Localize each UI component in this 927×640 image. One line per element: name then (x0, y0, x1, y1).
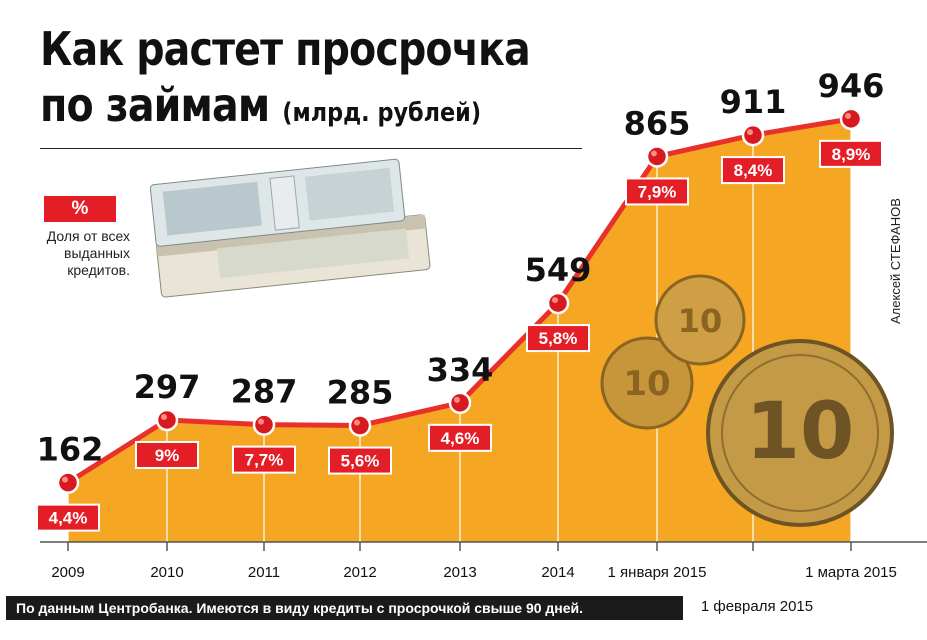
data-point (741, 123, 765, 147)
value-label: 285 (327, 374, 394, 412)
svg-text:10: 10 (746, 387, 855, 477)
chart-title-line2-text: по займам (40, 78, 270, 132)
x-tick-label: 2014 (541, 564, 574, 581)
data-point (448, 391, 472, 415)
x-tick-label: 2013 (443, 564, 476, 581)
coins-icon: 10 10 10 (600, 274, 894, 527)
data-point (645, 145, 669, 168)
x-tick-label: 2012 (343, 564, 376, 581)
x-tick-label: 1 марта 2015 (805, 564, 897, 581)
data-point (839, 107, 863, 131)
data-point (546, 291, 570, 315)
percent-badge (36, 503, 100, 532)
value-label: 334 (427, 351, 494, 389)
data-point-highlight (354, 419, 360, 426)
svg-text:10: 10 (678, 302, 723, 340)
value-label: 297 (134, 368, 201, 406)
data-point-highlight (62, 476, 68, 483)
author-credit: Алексей СТЕФАНОВ (888, 198, 903, 324)
svg-text:10: 10 (623, 364, 670, 404)
x-tick-label: 1 февраля 2015 (701, 598, 813, 615)
data-point-highlight (845, 112, 851, 119)
source-note: По данным Центробанка. Имеются в виду кр… (6, 596, 683, 620)
percent-label: 8,9% (832, 145, 871, 164)
chart-title-units: (млрд. рублей) (282, 98, 482, 128)
data-point (348, 414, 372, 437)
chart-marks: 2009 162 4,4% 2010 297 9% 2011 287 7,7% 2012 285 5,… (36, 67, 897, 615)
data-point (56, 471, 80, 494)
data-point-highlight (258, 418, 264, 425)
percent-label: 4,6% (441, 429, 480, 448)
x-tick-label: 1 января 2015 (608, 564, 707, 581)
percent-label: 4,4% (49, 509, 88, 528)
x-tick-label: 2009 (51, 564, 84, 581)
title-rule (40, 148, 582, 149)
value-label: 162 (37, 431, 104, 469)
percent-badge (526, 324, 590, 353)
data-point-highlight (552, 297, 558, 304)
percent-badge (819, 139, 883, 168)
percent-label: 7,7% (245, 451, 284, 470)
percent-label: 5,6% (341, 452, 380, 471)
value-label: 549 (525, 251, 592, 289)
x-tick-label: 2010 (150, 564, 183, 581)
percent-label: 7,9% (638, 182, 677, 201)
data-point-highlight (454, 396, 460, 403)
percent-label: 8,4% (734, 161, 773, 180)
percent-badge (328, 446, 392, 475)
percent-badge (428, 423, 492, 452)
value-label: 865 (624, 104, 691, 142)
value-label: 911 (720, 83, 787, 121)
data-point-highlight (747, 129, 753, 136)
data-point (155, 408, 179, 432)
legend-description: Доля от всех выданных кредитов. (46, 228, 130, 278)
percent-label: 5,8% (539, 329, 578, 348)
percent-badge (232, 445, 296, 474)
legend-percent-badge: % (44, 196, 116, 222)
data-point (252, 413, 276, 436)
chart-title-line1: Как растет просрочка (40, 22, 531, 76)
percent-badge (135, 440, 199, 469)
x-tick-label: 2011 (248, 564, 280, 581)
value-label: 287 (231, 373, 298, 411)
banknote-stack-icon (149, 158, 431, 298)
data-point-highlight (161, 413, 167, 420)
data-point-highlight (651, 150, 657, 157)
chart-title-line2: по займам (млрд. рублей) (40, 78, 481, 132)
value-label: 946 (818, 67, 885, 105)
percent-badge (625, 177, 689, 206)
percent-label: 9% (155, 446, 180, 465)
percent-badge (721, 156, 785, 185)
